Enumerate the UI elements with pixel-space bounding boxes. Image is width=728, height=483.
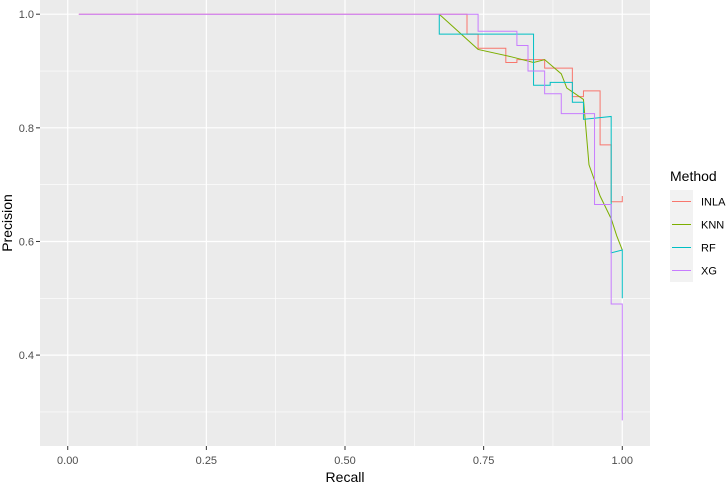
y-tick-label: 0.4 — [19, 350, 34, 362]
x-axis-ticks: 0.00 0.25 0.50 0.75 1.00 — [57, 446, 633, 467]
legend-label-inla: INLA — [701, 197, 726, 209]
x-tick-label: 0.25 — [196, 455, 217, 467]
legend-label-rf: RF — [701, 243, 716, 255]
x-tick-label: 0.00 — [57, 455, 78, 467]
legend-items: INLA KNN RF XG — [670, 190, 726, 282]
legend-label-xg: XG — [701, 266, 717, 278]
x-axis-title: Recall — [326, 469, 365, 483]
x-tick-label: 0.50 — [334, 455, 355, 467]
x-tick-label: 1.00 — [612, 455, 633, 467]
legend: Method INLA KNN RF XG — [670, 168, 726, 282]
y-axis-title: Precision — [0, 194, 15, 252]
y-tick-label: 1.0 — [19, 9, 34, 21]
y-tick-label: 0.6 — [19, 236, 34, 248]
legend-label-knn: KNN — [701, 220, 724, 232]
x-tick-label: 0.75 — [473, 455, 494, 467]
y-tick-label: 0.8 — [19, 123, 34, 135]
y-axis-ticks: 0.4 0.6 0.8 1.0 — [19, 9, 40, 362]
legend-title: Method — [670, 168, 717, 184]
